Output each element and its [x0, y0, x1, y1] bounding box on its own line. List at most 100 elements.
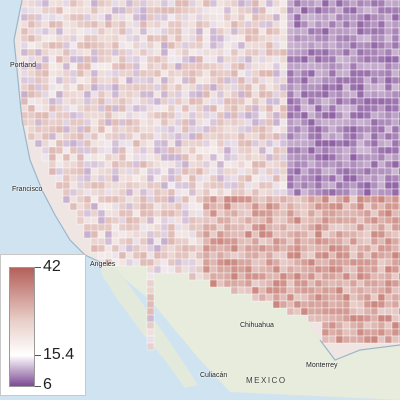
county-cell	[146, 48, 155, 57]
county-cell	[335, 265, 344, 274]
county-cell	[258, 265, 267, 274]
county-cell	[265, 69, 274, 78]
county-cell	[300, 6, 309, 15]
county-cell	[342, 160, 351, 169]
county-cell	[209, 132, 218, 141]
county-cell	[118, 216, 127, 225]
county-cell	[83, 20, 92, 29]
county-cell	[293, 286, 302, 295]
county-cell	[55, 125, 64, 134]
county-cell	[230, 160, 239, 169]
county-cell	[363, 20, 372, 29]
county-cell	[230, 167, 239, 176]
county-cell	[286, 167, 295, 176]
county-cell	[328, 0, 337, 8]
county-cell	[55, 20, 64, 29]
county-cell	[286, 153, 295, 162]
county-cell	[265, 181, 274, 190]
county-cell	[90, 174, 99, 183]
county-cell	[20, 104, 29, 113]
county-cell	[349, 328, 358, 337]
county-cell	[118, 146, 127, 155]
county-cell	[314, 83, 323, 92]
county-cell	[370, 139, 379, 148]
county-cell	[146, 174, 155, 183]
county-cell	[195, 27, 204, 36]
county-cell	[314, 272, 323, 281]
county-cell	[111, 244, 120, 253]
county-cell	[370, 104, 379, 113]
county-cell	[342, 265, 351, 274]
county-cell	[300, 90, 309, 99]
county-cell	[69, 69, 78, 78]
county-cell	[265, 83, 274, 92]
county-cell	[370, 76, 379, 85]
county-cell	[328, 76, 337, 85]
county-cell	[370, 160, 379, 169]
county-cell	[244, 20, 253, 29]
county-cell	[27, 41, 36, 50]
county-cell	[223, 153, 232, 162]
county-cell	[237, 230, 246, 239]
county-cell	[139, 188, 148, 197]
county-cell	[216, 202, 225, 211]
county-cell	[118, 223, 127, 232]
county-cell	[223, 258, 232, 267]
county-cell	[258, 167, 267, 176]
county-cell	[237, 90, 246, 99]
county-cell	[216, 160, 225, 169]
county-cell	[356, 202, 365, 211]
county-cell	[174, 251, 183, 260]
county-cell	[216, 41, 225, 50]
county-cell	[160, 188, 169, 197]
county-cell	[279, 293, 288, 302]
county-cell	[265, 90, 274, 99]
county-cell	[286, 216, 295, 225]
county-cell	[146, 132, 155, 141]
county-cell	[237, 0, 246, 8]
county-cell	[377, 223, 386, 232]
county-cell	[300, 55, 309, 64]
county-cell	[363, 223, 372, 232]
county-cell	[307, 34, 316, 43]
county-cell	[62, 48, 71, 57]
county-cell	[209, 69, 218, 78]
county-cell	[20, 41, 29, 50]
county-cell	[251, 209, 260, 218]
county-cell	[125, 34, 134, 43]
county-cell	[216, 27, 225, 36]
county-cell	[153, 237, 162, 246]
county-cell	[146, 13, 155, 22]
county-cell	[314, 62, 323, 71]
county-cell	[181, 237, 190, 246]
county-cell	[251, 6, 260, 15]
county-cell	[335, 139, 344, 148]
county-cell	[90, 69, 99, 78]
county-cell	[335, 0, 344, 8]
county-cell	[251, 55, 260, 64]
county-cell	[188, 272, 197, 281]
county-cell	[34, 69, 43, 78]
county-cell	[223, 6, 232, 15]
county-cell	[293, 195, 302, 204]
county-cell	[244, 62, 253, 71]
county-cell	[356, 174, 365, 183]
county-cell	[230, 13, 239, 22]
county-cell	[230, 223, 239, 232]
county-cell	[146, 202, 155, 211]
county-cell	[188, 20, 197, 29]
county-cell	[279, 83, 288, 92]
county-cell	[216, 251, 225, 260]
county-cell	[167, 48, 176, 57]
county-cell	[307, 188, 316, 197]
county-cell	[125, 195, 134, 204]
county-cell	[55, 13, 64, 22]
county-cell	[391, 69, 400, 78]
county-cell	[321, 223, 330, 232]
county-cell	[391, 48, 400, 57]
county-cell	[181, 146, 190, 155]
county-cell	[356, 181, 365, 190]
county-cell	[69, 13, 78, 22]
county-cell	[391, 160, 400, 169]
